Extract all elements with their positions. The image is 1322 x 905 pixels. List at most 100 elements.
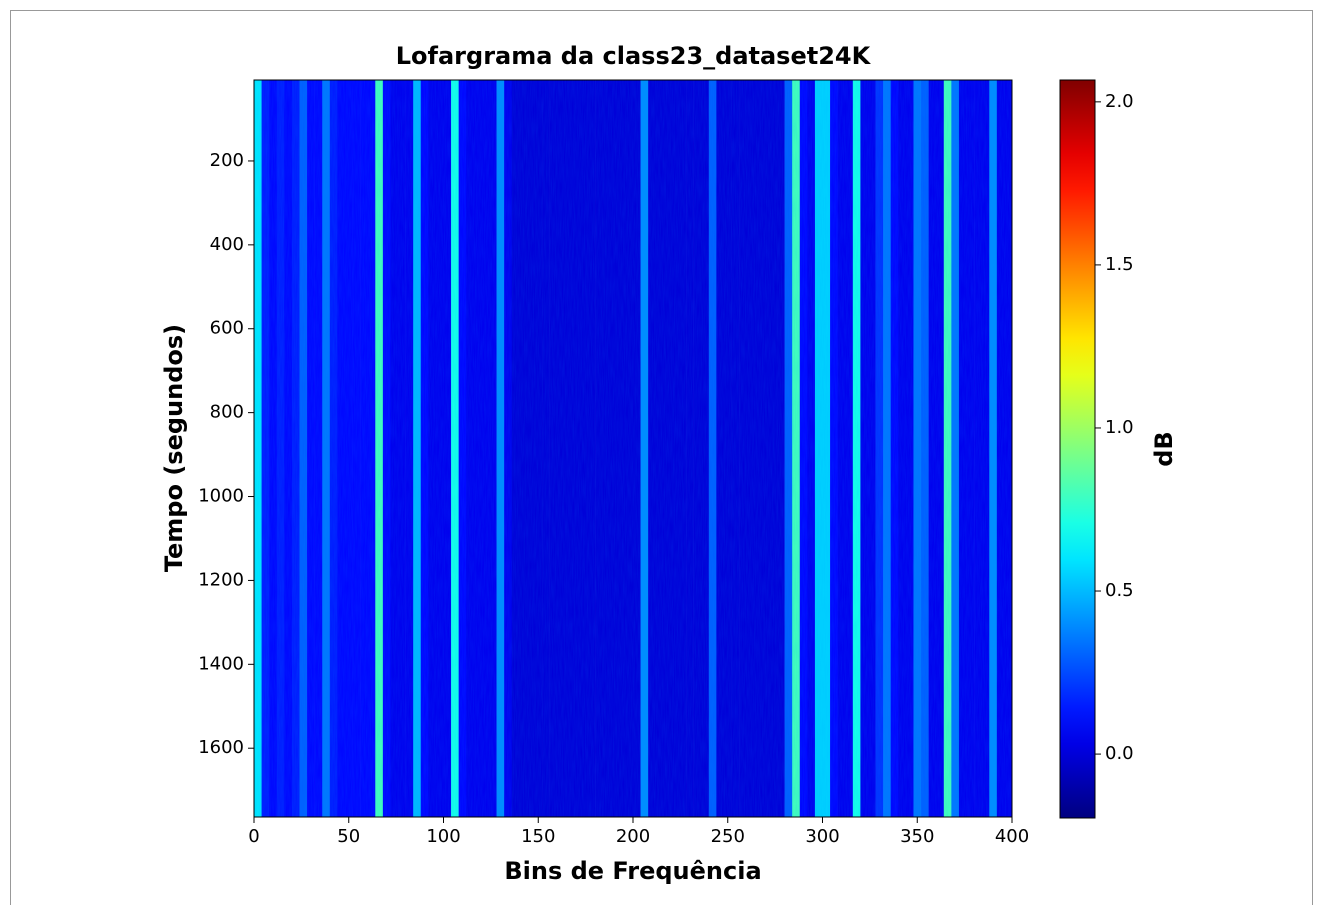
heat-column	[746, 80, 755, 817]
heat-column	[905, 80, 914, 817]
colorbar-tick-label: 1.0	[1105, 417, 1134, 438]
heat-column	[269, 80, 278, 817]
heat-column	[686, 80, 694, 817]
heat-column	[951, 80, 960, 817]
x-tick-label: 100	[426, 826, 460, 847]
x-tick-label: 200	[616, 826, 650, 847]
heat-column	[337, 80, 346, 817]
heat-column	[708, 80, 717, 817]
colorbar-tick-label: 1.5	[1105, 254, 1134, 275]
colorbar-tick-label: 0.5	[1105, 580, 1134, 601]
chart-title: Lofargrama da class23_dataset24K	[396, 42, 872, 70]
heat-column	[390, 80, 399, 817]
heat-column	[458, 80, 467, 817]
heat-column	[898, 80, 907, 817]
heat-column	[322, 80, 331, 817]
heat-column	[769, 80, 778, 817]
heat-column	[860, 80, 869, 817]
heat-column	[807, 80, 816, 817]
heat-column	[792, 80, 801, 817]
heat-column	[625, 80, 634, 817]
y-tick-label: 800	[210, 402, 244, 423]
heat-column	[716, 80, 725, 817]
heat-column	[291, 80, 300, 817]
heat-column	[579, 80, 588, 817]
heat-column	[996, 80, 1005, 817]
colorbar-tick-label: 2.0	[1105, 91, 1134, 112]
heat-column	[1004, 80, 1013, 817]
heat-column	[701, 80, 710, 817]
y-tick-label: 1600	[198, 737, 244, 758]
heat-column	[405, 80, 414, 817]
heat-column	[723, 80, 732, 817]
heat-column	[754, 80, 763, 817]
x-tick-label: 150	[521, 826, 555, 847]
heat-column	[799, 80, 808, 817]
heat-column	[466, 80, 475, 817]
heat-column	[921, 80, 929, 817]
heat-column	[693, 80, 702, 817]
heat-column	[867, 80, 876, 817]
x-tick-label: 50	[337, 826, 360, 847]
heat-column	[989, 80, 998, 817]
heat-column	[883, 80, 892, 817]
heat-column	[435, 80, 444, 817]
heat-column	[670, 80, 679, 817]
colorbar-tick-label: 0.0	[1105, 743, 1134, 764]
heat-column	[966, 80, 975, 817]
heat-column	[329, 80, 338, 817]
heat-column	[981, 80, 990, 817]
colorbar: 0.0 0.5 1.0 1.5 2.0	[1059, 79, 1134, 819]
heat-column	[276, 80, 285, 817]
heat-column	[284, 80, 293, 817]
heat-column	[875, 80, 884, 817]
x-tick-label: 0	[248, 826, 259, 847]
heat-column	[928, 80, 937, 817]
heat-column	[587, 80, 596, 817]
y-axis-label: Tempo (segundos)	[160, 324, 188, 572]
heat-column	[852, 80, 861, 817]
y-tick-label: 1000	[198, 486, 244, 507]
heat-column	[936, 80, 945, 817]
heat-column	[655, 80, 664, 817]
heat-column	[822, 80, 831, 817]
heat-column	[572, 80, 581, 817]
x-tick-label: 250	[711, 826, 745, 847]
heat-column	[640, 80, 649, 817]
heat-column	[542, 80, 550, 817]
heat-column	[830, 80, 838, 817]
heat-column	[845, 80, 854, 817]
x-tick-label: 350	[900, 826, 934, 847]
heat-column	[254, 80, 262, 817]
heat-column	[595, 80, 603, 817]
heat-column	[633, 80, 641, 817]
heat-column	[814, 80, 823, 817]
heat-column	[731, 80, 740, 817]
heat-column	[602, 80, 611, 817]
y-tick-label: 1200	[198, 569, 244, 590]
heat-column	[451, 80, 459, 817]
heat-column	[398, 80, 406, 817]
heat-column	[504, 80, 513, 817]
heat-column	[557, 80, 566, 817]
heat-column	[739, 80, 747, 817]
heat-column	[344, 80, 353, 817]
colorbar-fill	[1059, 79, 1096, 819]
heat-column	[648, 80, 657, 817]
heat-column	[663, 80, 672, 817]
y-tick-label: 600	[210, 318, 244, 339]
heat-column	[610, 80, 619, 817]
y-tick-label: 400	[210, 234, 244, 255]
heat-column	[413, 80, 422, 817]
heat-column	[367, 80, 376, 817]
heat-column	[352, 80, 361, 817]
heat-column	[360, 80, 368, 817]
heat-column	[617, 80, 626, 817]
heat-column	[534, 80, 543, 817]
y-tick-label: 200	[210, 150, 244, 171]
heat-column	[420, 80, 429, 817]
heat-column	[382, 80, 391, 817]
x-tick-label: 300	[805, 826, 839, 847]
